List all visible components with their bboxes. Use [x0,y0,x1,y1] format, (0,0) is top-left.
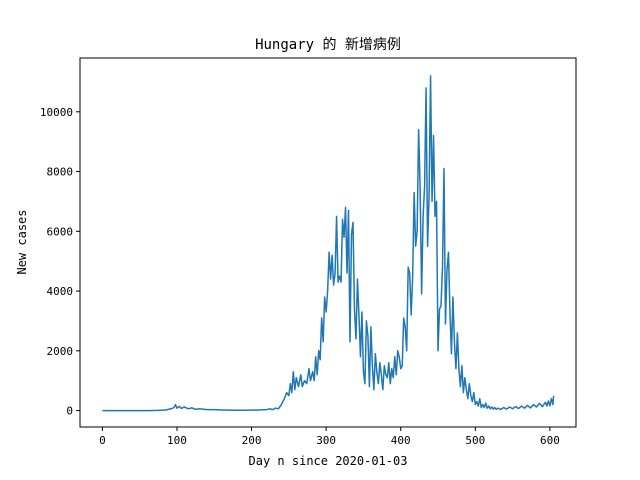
y-tick-label: 2000 [47,345,74,358]
x-tick-label: 400 [391,434,411,447]
x-tick-label: 300 [316,434,336,447]
y-tick-label: 6000 [47,225,74,238]
y-tick-label: 8000 [47,166,74,179]
series-line-new-cases [102,75,555,412]
y-tick-label: 4000 [47,285,74,298]
x-tick-label: 100 [167,434,187,447]
y-tick-label: 0 [66,405,73,418]
plot-area [102,75,555,412]
x-axis-label: Day n since 2020-01-03 [249,454,408,468]
x-tick-label: 500 [465,434,485,447]
y-axis-label: New cases [15,209,29,274]
x-tick-label: 200 [242,434,262,447]
y-tick-label: 10000 [40,106,73,119]
chart-title: Hungary 的 新增病例 [255,37,401,53]
x-tick-label: 0 [99,434,106,447]
x-tick-label: 600 [540,434,560,447]
x-axis: 0 100 200 300 400 500 600 [99,427,560,447]
axes-frame [79,57,577,428]
y-axis: 0 2000 4000 6000 8000 10000 [40,106,80,418]
